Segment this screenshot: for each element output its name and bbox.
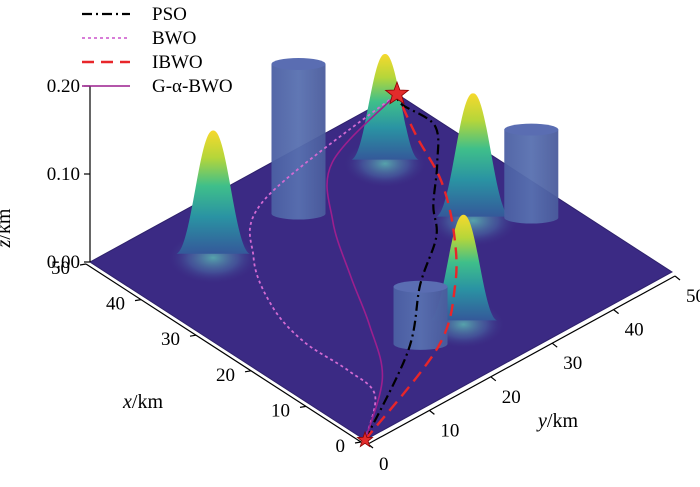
cylinder-side (271, 64, 326, 220)
legend-label: G-α-BWO (152, 76, 233, 97)
legend-label: BWO (152, 28, 196, 49)
legend-label: IBWO (152, 52, 203, 73)
obstacles (176, 54, 559, 350)
y-tick-mark (551, 342, 558, 348)
x-tick-mark (354, 441, 362, 444)
x-tick-mark (299, 405, 307, 408)
cylinder-side (504, 129, 559, 224)
cylinder-obstacle-3 (504, 123, 559, 224)
z-tick-label: 0.20 (47, 76, 80, 97)
path-pso (364, 93, 440, 441)
path-bwo (249, 93, 398, 441)
y-tick-label: 30 (563, 353, 582, 374)
x-tick-label: 0 (336, 436, 346, 457)
x-tick-label: 20 (216, 365, 235, 386)
x-tick-label: 50 (51, 258, 70, 279)
y-tick-label: 50 (686, 286, 700, 307)
cylinder-obstacle-2 (271, 58, 326, 220)
z-axis-label: z/km (0, 208, 15, 248)
y-tick-mark (490, 376, 497, 382)
x-tick-label: 40 (106, 294, 125, 315)
peak-obstacle-3 (176, 130, 250, 254)
peak-obstacle-2 (436, 93, 510, 217)
path-g-bwo (326, 93, 398, 441)
legend-label: PSO (152, 4, 187, 25)
y-tick-label: 0 (379, 454, 389, 475)
cylinder-top (271, 58, 326, 70)
peak-obstacle-4 (351, 54, 419, 160)
y-tick-label: 10 (440, 420, 459, 441)
legend: PSO BWO IBWO G-α-BWO (82, 4, 233, 97)
y-axis-line (367, 275, 676, 445)
path-ibwo (364, 93, 458, 441)
x-axis-line (85, 263, 362, 443)
x-tick-mark (79, 263, 87, 266)
goal-marker (384, 80, 410, 105)
x-axis-label: x/km (122, 391, 163, 413)
y-tick-mark (674, 275, 681, 281)
cylinder-top (504, 123, 559, 136)
axes: 0.00 0.10 0.20 0 10 20 30 40 50 0 10 20 30 40 50 (47, 76, 700, 475)
x-tick-label: 10 (271, 400, 290, 421)
x-tick-label: 30 (161, 329, 180, 350)
y-tick-label: 20 (502, 387, 521, 408)
x-tick-mark (134, 299, 142, 302)
z-tick-label: 0.00 (47, 252, 80, 273)
y-tick-mark (613, 309, 619, 315)
y-tick-mark (429, 409, 435, 415)
z-tick-label: 0.10 (47, 164, 80, 185)
x-tick-mark (189, 334, 197, 337)
markers (356, 80, 410, 448)
y-axis-label: y/km (536, 410, 578, 432)
paths (249, 93, 458, 441)
y-tick-label: 40 (625, 320, 644, 341)
x-tick-mark (244, 370, 252, 373)
start-marker (356, 430, 374, 448)
cylinder-obstacle-1 (393, 280, 448, 350)
cylinder-side (393, 286, 448, 350)
